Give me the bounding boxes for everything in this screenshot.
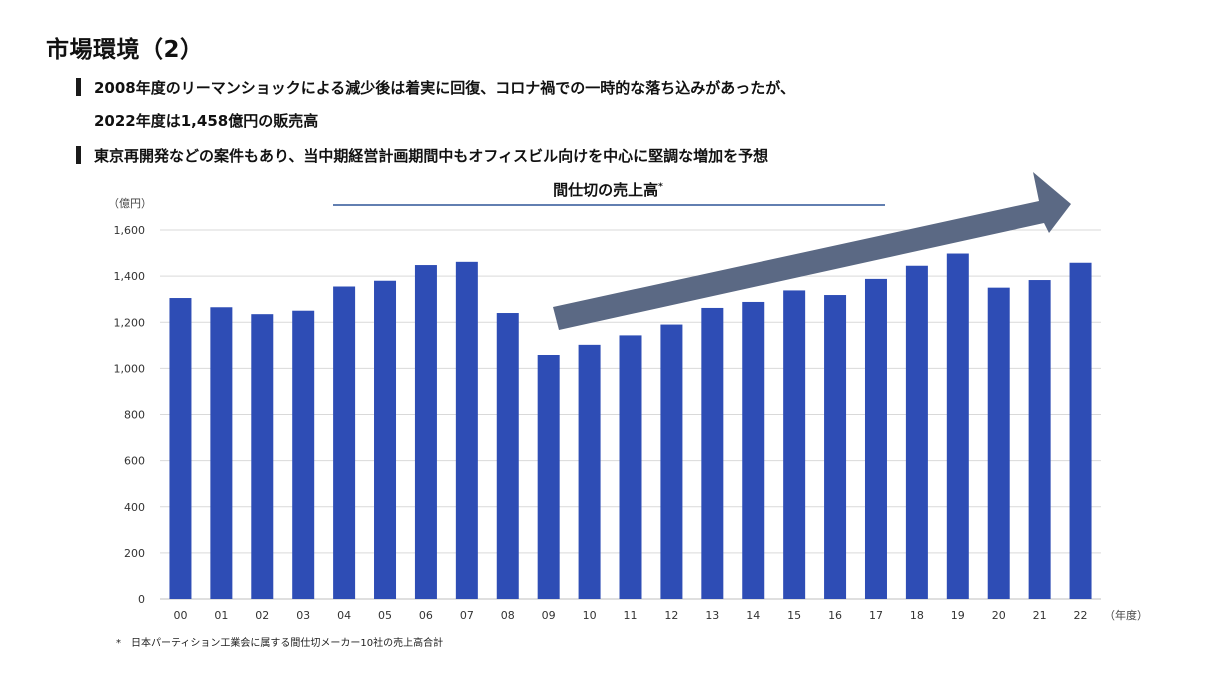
bar-19: [946, 253, 969, 599]
y-tick-label: 0: [138, 593, 145, 606]
bar-15: [783, 290, 806, 599]
x-tick-label: 05: [378, 609, 392, 622]
bar-22: [1069, 262, 1092, 599]
y-axis-unit-label: （億円）: [108, 197, 152, 210]
bar-12: [660, 324, 683, 599]
chart-title-mark: *: [658, 182, 663, 192]
x-tick-label: 20: [992, 609, 1006, 622]
bar-16: [824, 295, 847, 599]
x-tick-label: 14: [746, 609, 760, 622]
bullet-1-text: 2008年度のリーマンショックによる減少後は着実に回復、コロナ禍での一時的な落ち…: [94, 79, 796, 97]
x-tick-label: 10: [583, 609, 597, 622]
x-tick-label: 22: [1074, 609, 1088, 622]
page-title: 市場環境（2）: [46, 37, 204, 63]
y-tick-label: 600: [124, 455, 145, 468]
x-tick-label: 16: [828, 609, 842, 622]
bar-00: [169, 298, 192, 599]
bar-14: [742, 301, 765, 599]
x-axis-ticks: 00 01 02 03 04 05 06 07 08 09 10 11 12 13 14 15 16 17 18 19…: [173, 609, 1087, 622]
bar-02: [251, 314, 274, 599]
chart-title: 間仕切の売上高*: [553, 181, 663, 199]
bars: [169, 253, 1092, 599]
bar-09: [537, 354, 560, 599]
y-tick-label: 800: [124, 409, 145, 422]
y-tick-label: 1,400: [114, 270, 146, 283]
x-tick-label: 07: [460, 609, 474, 622]
x-tick-label: 13: [705, 609, 719, 622]
x-tick-label: 12: [664, 609, 678, 622]
bar-03: [292, 310, 315, 599]
bar-07: [455, 261, 478, 599]
bullet-2-text: 東京再開発などの案件もあり、当中期経営計画期間中もオフィスビル向けを中心に堅調な…: [94, 147, 769, 165]
x-tick-label: 03: [296, 609, 310, 622]
x-tick-label: 21: [1033, 609, 1047, 622]
x-tick-label: 06: [419, 609, 433, 622]
x-tick-label: 19: [951, 609, 965, 622]
bullet-marker: [76, 78, 81, 96]
y-tick-label: 1,600: [114, 224, 146, 237]
x-tick-label: 17: [869, 609, 883, 622]
x-tick-label: 01: [214, 609, 228, 622]
trend-arrow: [553, 172, 1071, 330]
bar-08: [496, 313, 519, 599]
bar-11: [619, 335, 642, 599]
bullet-2: 東京再開発などの案件もあり、当中期経営計画期間中もオフィスビル向けを中心に堅調な…: [76, 145, 1076, 167]
x-tick-label: 00: [173, 609, 187, 622]
bar-13: [701, 307, 724, 599]
bar-01: [210, 307, 233, 599]
bullet-marker: [76, 146, 81, 164]
y-axis-ticks: 0 200 400 600 800 1,000 1,200 1,400 1,600: [114, 224, 146, 606]
x-tick-label: 04: [337, 609, 351, 622]
bar-20: [987, 287, 1010, 599]
x-axis-unit-label: （年度）: [1104, 608, 1148, 622]
bullet-1-continuation: 2022年度は1,458億円の販売高: [94, 112, 319, 130]
footnote: * 日本パーティション工業会に属する間仕切メーカー10社の売上高合計: [116, 638, 444, 649]
bar-06: [414, 265, 437, 599]
bar-17: [864, 278, 887, 599]
chart-title-text: 間仕切の売上高: [553, 181, 658, 199]
bar-05: [374, 280, 397, 599]
bar-18: [905, 265, 928, 599]
x-tick-label: 15: [787, 609, 801, 622]
x-tick-label: 18: [910, 609, 924, 622]
bullet-1: 2008年度のリーマンショックによる減少後は着実に回復、コロナ禍での一時的な落ち…: [76, 77, 1076, 99]
y-tick-label: 200: [124, 547, 145, 560]
x-tick-label: 08: [501, 609, 515, 622]
bar-04: [333, 286, 356, 599]
x-tick-label: 02: [255, 609, 269, 622]
y-tick-label: 1,000: [114, 362, 146, 375]
y-tick-label: 400: [124, 501, 145, 514]
x-tick-label: 09: [542, 609, 556, 622]
y-tick-label: 1,200: [114, 316, 146, 329]
x-tick-label: 11: [624, 609, 638, 622]
bar-10: [578, 344, 601, 599]
bar-21: [1028, 280, 1051, 599]
